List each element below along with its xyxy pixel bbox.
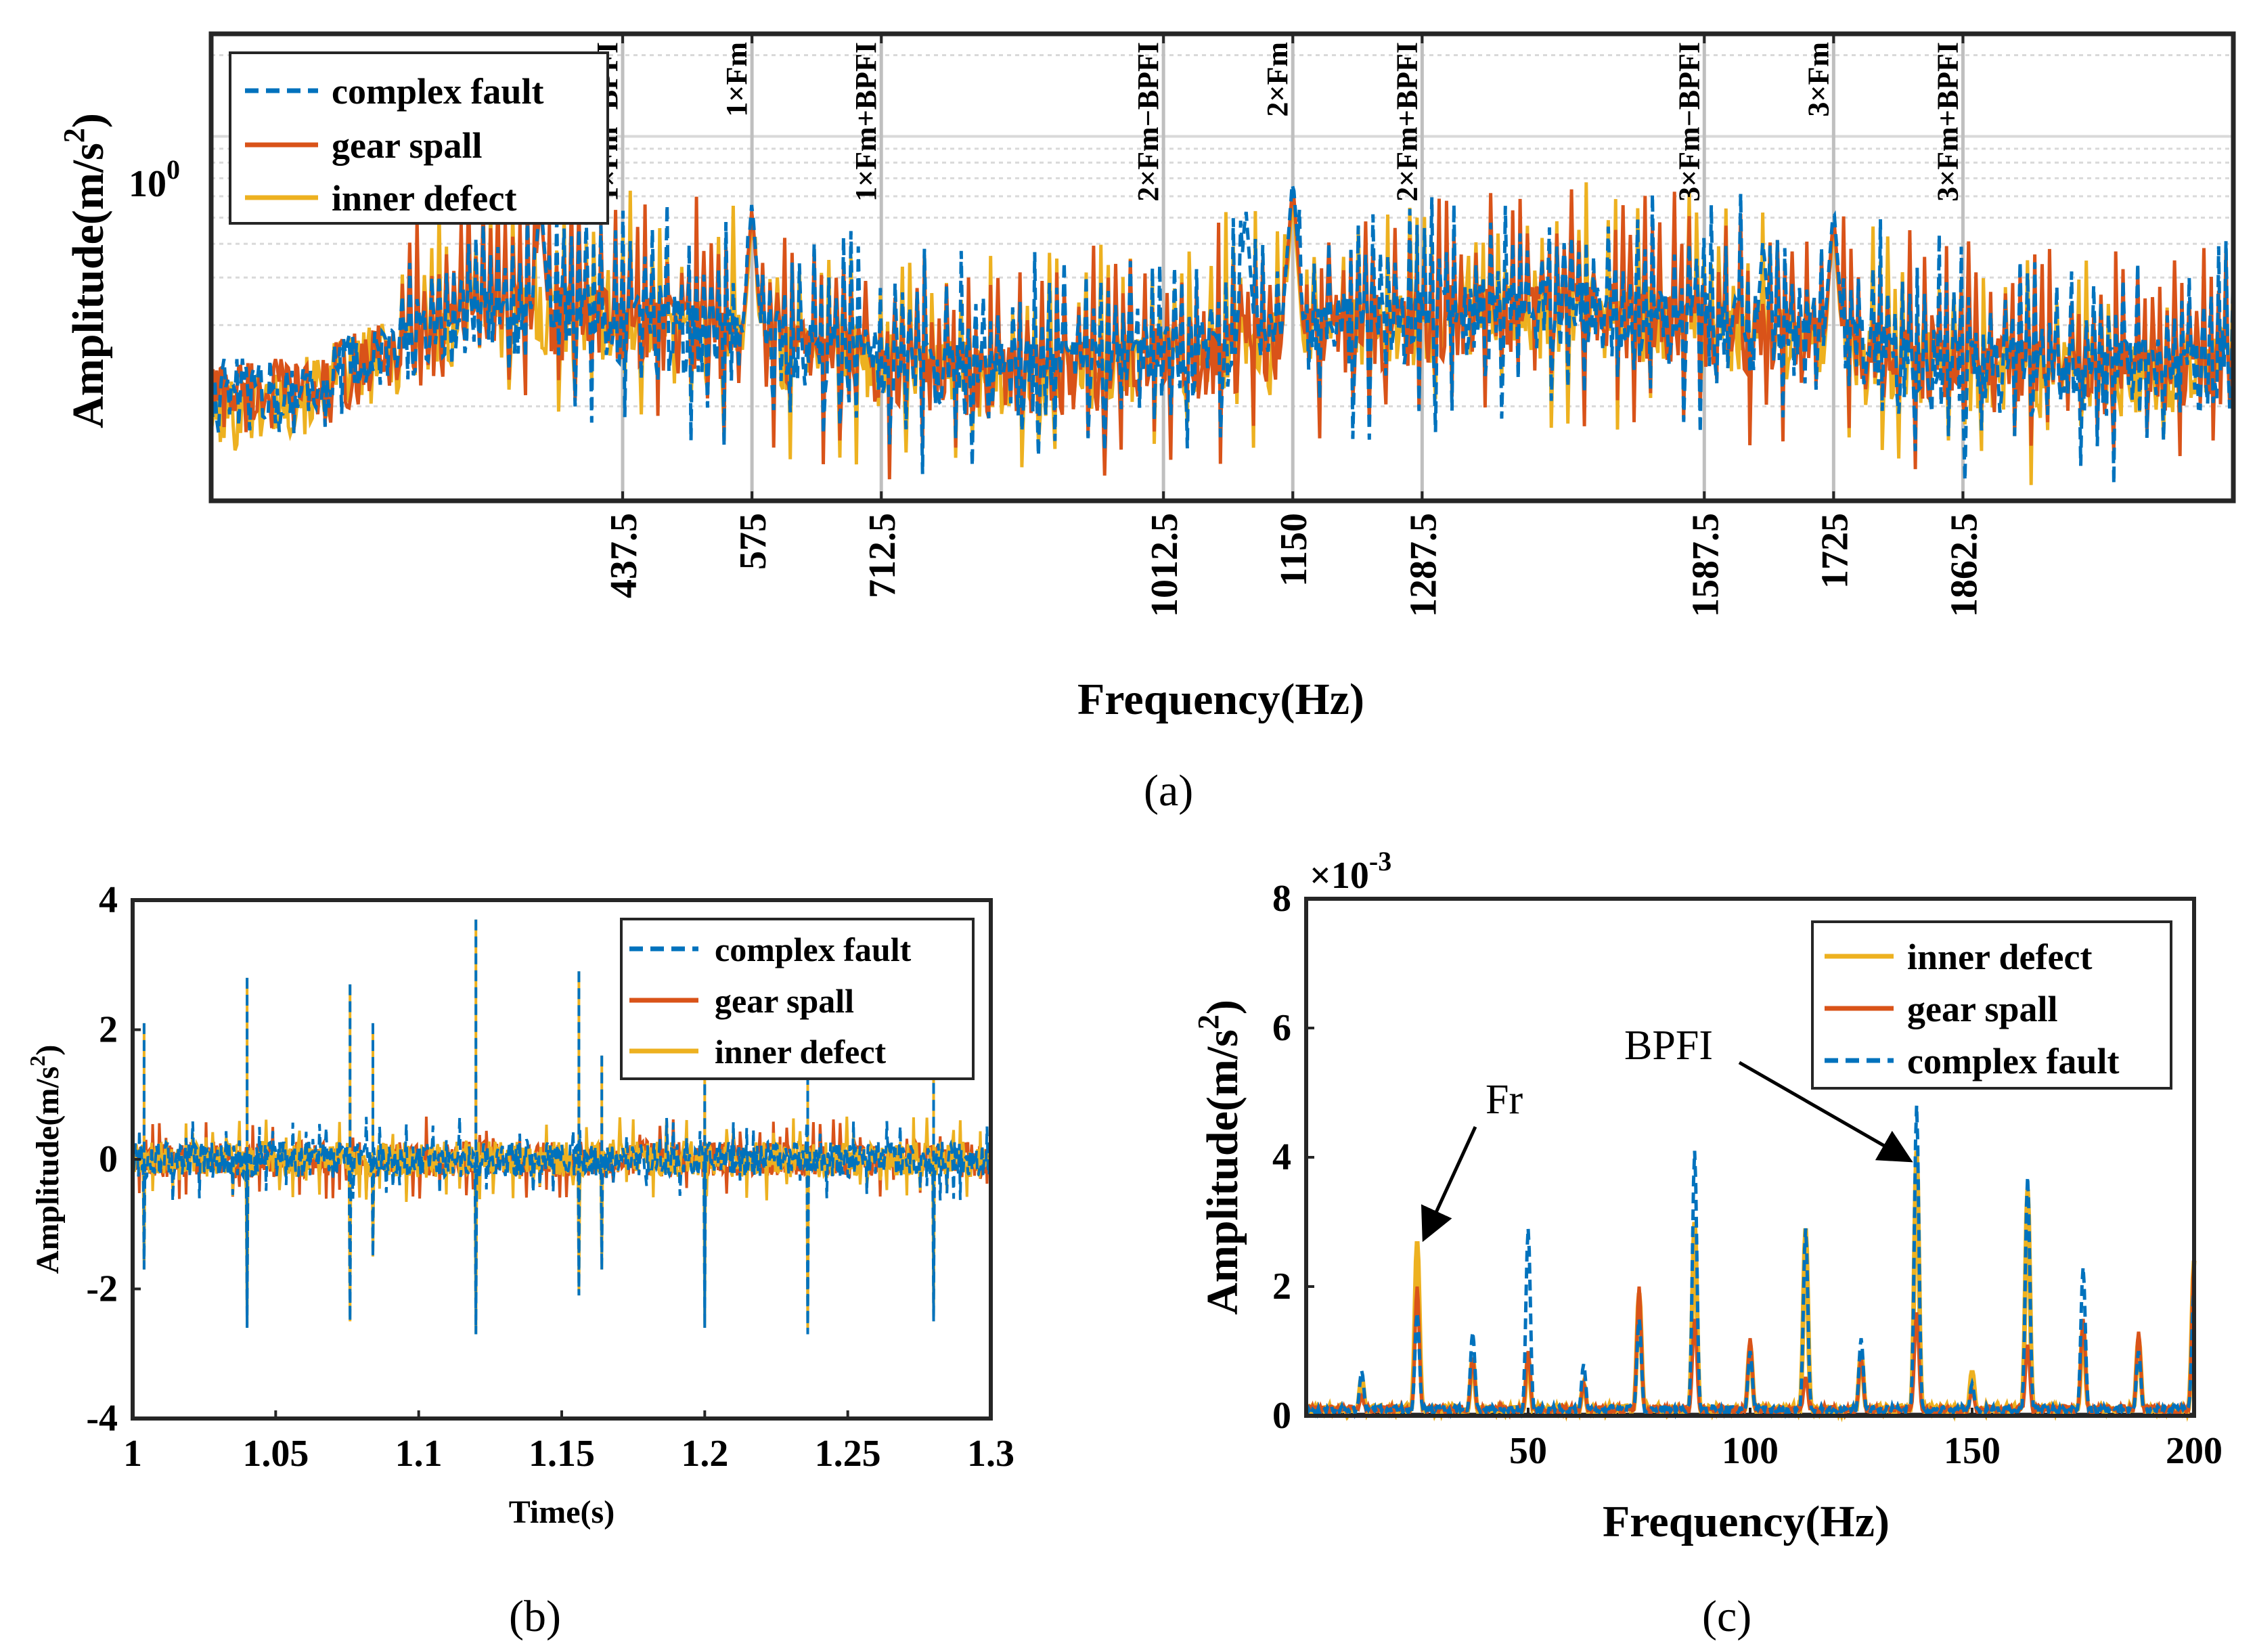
c-callout-fr-arrow: [1421, 1125, 1477, 1243]
b-xtick-label: 1.2: [681, 1433, 728, 1475]
b-series-complex-fault: [131, 919, 992, 1335]
b-xtick-label: 1.25: [815, 1433, 881, 1475]
c-legend: inner defect gear spall complex fault: [1811, 920, 2172, 1090]
a-xtick-label: 575: [732, 513, 774, 570]
b-xtick-label: 1: [123, 1433, 142, 1475]
a-xlabel: Frequency(Hz): [1077, 675, 1364, 724]
c-legend-complex: complex fault: [1907, 1041, 2119, 1081]
a-xtick-label: 1725: [1814, 513, 1856, 589]
b-ytick-label: 2: [99, 1009, 118, 1051]
c-xtick-label: 200: [2166, 1430, 2223, 1472]
a-ylabel: Amplitude(m/s2): [58, 113, 113, 428]
c-series-complex-fault: [1304, 1105, 2196, 1420]
a-xtick-label: 1587.5: [1684, 513, 1726, 617]
panel-a: 437.5 575 712.5 1012.5 1150 1287.5 1587.5 1725 1…: [58, 31, 2236, 816]
panel-b: 1 1.05 1.1 1.15 1.2 1.25 1.3 -4 -2 0 2 4 Amplitude…: [25, 879, 1014, 1641]
a-xtick-label: 437.5: [603, 513, 645, 598]
panel-label-b: (b): [509, 1592, 561, 1641]
c-xtick-labels: 50 100 150 200: [1509, 1408, 2223, 1472]
b-xtick-label: 1.1: [395, 1433, 443, 1475]
panel-label-c: (c): [1702, 1592, 1751, 1641]
a-xtick-label: 1862.5: [1943, 513, 1985, 617]
c-callout-bpfi: BPFI: [1624, 1023, 1713, 1069]
b-series: [131, 919, 992, 1335]
c-callout-fr: Fr: [1486, 1077, 1523, 1123]
c-series-inner-defect: [1304, 1151, 2197, 1423]
c-y-multiplier: ×10-3: [1310, 846, 1391, 897]
c-series-gear-spall: [1304, 1260, 2196, 1420]
a-annotation-label: 3×Fm+BPFI: [1931, 42, 1964, 202]
b-xtick-labels: 1 1.05 1.1 1.15 1.2 1.25 1.3: [123, 1410, 1014, 1475]
b-xtick-label: 1.3: [967, 1433, 1014, 1475]
c-callouts: Fr BPFI: [1421, 1023, 1913, 1243]
a-xtick-label: 1012.5: [1144, 513, 1186, 617]
a-series: [209, 182, 2235, 485]
a-legend-gear: gear spall: [332, 125, 483, 166]
b-ytick-label: 4: [99, 879, 118, 921]
c-ytick-label: 8: [1272, 878, 1291, 920]
c-legend-gear: gear spall: [1907, 989, 2058, 1029]
a-legend: complex fault gear spall inner defect: [229, 51, 609, 225]
a-annotation-labels: 1×Fm−BPFI1×Fm1×Fm+BPFI2×Fm−BPFI2×Fm2×Fm+…: [591, 42, 1964, 202]
a-annotation-label: 3×Fm−BPFI: [1672, 42, 1705, 202]
b-ylabel: Amplitude(m/s2): [25, 1045, 66, 1274]
a-annotation-label: 3×Fm: [1802, 42, 1835, 117]
b-legend: complex fault gear spall inner defect: [620, 918, 975, 1080]
b-xtick-label: 1.05: [242, 1433, 309, 1475]
a-xtick-label: 1150: [1273, 513, 1315, 587]
a-legend-complex: complex fault: [332, 71, 543, 112]
c-xtick-label: 150: [1944, 1430, 2001, 1472]
a-xtick-label: 712.5: [862, 513, 903, 598]
b-xlabel: Time(s): [509, 1494, 615, 1530]
b-ytick-label: 0: [99, 1138, 118, 1180]
b-legend-gear: gear spall: [715, 982, 854, 1020]
a-xtick-label: 1287.5: [1402, 513, 1444, 617]
c-xtick-label: 50: [1509, 1430, 1547, 1472]
a-ytick-1: 100: [129, 154, 180, 205]
c-ytick-labels: 0 2 4 6 8: [1272, 878, 1314, 1437]
b-legend-complex: complex fault: [715, 931, 912, 968]
a-axes-box: [208, 31, 2236, 504]
c-ylabel: Amplitude(m/s2): [1192, 1000, 1247, 1315]
c-xtick-label: 100: [1722, 1430, 1779, 1472]
panel-label-a: (a): [1144, 766, 1193, 816]
a-legend-inner: inner defect: [332, 178, 516, 219]
b-ytick-label: -4: [86, 1398, 118, 1439]
b-ytick-labels: -4 -2 0 2 4: [86, 879, 141, 1439]
b-xtick-label: 1.15: [529, 1433, 595, 1475]
c-ytick-label: 6: [1272, 1007, 1291, 1049]
a-annotation-label: 2×Fm−BPFI: [1132, 42, 1165, 202]
a-xtick-labels: 437.5 575 712.5 1012.5 1150 1287.5 1587.5 1725 1…: [603, 513, 1985, 617]
a-annotation-label: 1×Fm+BPFI: [849, 42, 883, 202]
c-xlabel: Frequency(Hz): [1603, 1497, 1890, 1546]
a-legend-box: [229, 51, 609, 225]
c-ytick-label: 0: [1272, 1395, 1291, 1437]
c-callout-bpfi-arrow: [1738, 1061, 1913, 1163]
a-series-complex-fault: [209, 183, 2235, 484]
c-ytick-label: 4: [1272, 1136, 1291, 1178]
b-ytick-label: -2: [86, 1268, 118, 1310]
a-annotation-label: 2×Fm+BPFI: [1390, 42, 1423, 202]
a-annotation-label: 1×Fm: [720, 42, 753, 117]
c-ytick-label: 2: [1272, 1266, 1291, 1308]
c-series: [1304, 1105, 2197, 1423]
c-legend-inner: inner defect: [1907, 937, 2092, 977]
a-annotation-label: 2×Fm: [1261, 42, 1294, 117]
b-legend-inner: inner defect: [715, 1033, 887, 1071]
